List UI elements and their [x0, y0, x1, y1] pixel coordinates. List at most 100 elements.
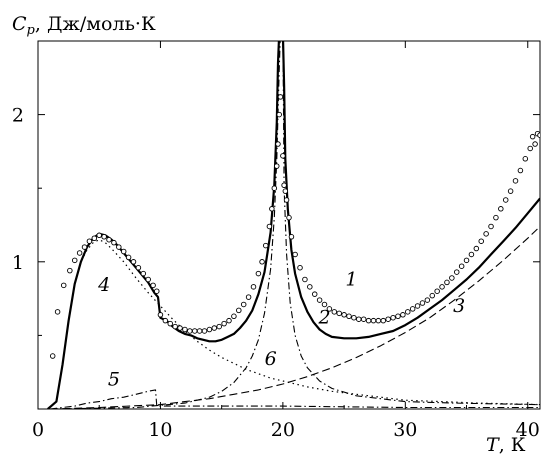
data-point-1 [473, 245, 480, 252]
data-point-1 [385, 316, 391, 322]
curve-3 [50, 226, 540, 409]
data-point-1 [537, 132, 540, 138]
plot-frame [37, 40, 541, 410]
curve-label-6: 6 [265, 348, 277, 370]
data-point-1 [529, 133, 536, 140]
data-point-1 [336, 310, 342, 317]
data-point-1 [255, 270, 262, 277]
data-point-1 [282, 188, 289, 194]
data-point-1 [439, 284, 445, 290]
data-point-1 [316, 297, 323, 303]
x-tick-label: 10 [148, 419, 172, 441]
curve-label-1: 1 [345, 268, 357, 290]
data-point-1 [429, 292, 436, 299]
data-point-1 [71, 257, 78, 264]
data-point-1 [54, 309, 61, 315]
data-point-1 [262, 242, 269, 249]
data-point-1 [125, 254, 132, 261]
data-point-1 [380, 317, 387, 324]
data-point-1 [286, 214, 292, 221]
data-point-1 [259, 259, 265, 265]
data-point-1 [483, 231, 489, 237]
data-point-1 [507, 188, 514, 194]
x-tick-label: 30 [393, 419, 417, 441]
y-axis-units: , Дж/моль·К [35, 13, 156, 35]
data-point-1 [135, 264, 142, 271]
data-point-1 [390, 314, 396, 321]
data-point-1 [498, 206, 504, 212]
data-point-1 [365, 317, 372, 324]
curve-label-4: 4 [97, 274, 110, 296]
data-point-1 [449, 275, 455, 281]
curve-label-3: 3 [453, 295, 465, 317]
x-axis-symbol: T [486, 434, 500, 456]
data-point-1 [458, 263, 465, 269]
data-point-1 [130, 259, 137, 265]
data-point-1 [277, 94, 284, 100]
data-point-1 [281, 182, 287, 189]
data-points [49, 94, 540, 359]
data-point-1 [120, 248, 127, 255]
curve-label-2: 2 [317, 307, 330, 329]
data-point-1 [522, 156, 529, 162]
y-axis-symbol: C [12, 13, 27, 35]
data-point-1 [271, 185, 278, 191]
data-point-1 [488, 223, 494, 230]
data-point-1 [532, 141, 538, 147]
data-point-1 [517, 167, 524, 174]
data-point-1 [274, 163, 280, 169]
data-point-1 [326, 306, 333, 312]
data-point-1 [49, 353, 56, 359]
x-tick-label: 20 [271, 419, 295, 441]
data-point-1 [283, 197, 290, 203]
data-point-1 [400, 312, 406, 318]
plot-area-border [37, 40, 541, 410]
data-point-1 [231, 313, 237, 320]
data-point-1 [140, 270, 147, 277]
data-point-1 [276, 111, 282, 118]
data-point-1 [527, 145, 533, 152]
data-point-1 [182, 326, 188, 333]
y-axis-subscript: p [27, 23, 36, 38]
curve-5 [50, 389, 540, 409]
data-point-1 [157, 312, 164, 318]
data-point-1 [245, 294, 252, 300]
data-point-1 [292, 251, 298, 258]
data-point-1 [478, 238, 484, 244]
data-point-1 [167, 320, 173, 327]
data-point-1 [405, 309, 411, 315]
data-point-1 [266, 223, 273, 230]
data-point-1 [297, 264, 303, 271]
curve-label-5: 5 [108, 368, 120, 390]
data-point-1 [96, 232, 102, 239]
x-axis-title: T, К [486, 434, 526, 456]
curve-6 [50, 41, 540, 409]
data-point-1 [162, 317, 169, 324]
data-point-1 [493, 214, 499, 221]
data-point-1 [67, 267, 73, 274]
x-tick-label: 40 [516, 419, 540, 441]
data-point-1 [221, 320, 227, 327]
curve-labels: 12 3 4 5 6 [97, 268, 465, 390]
y-tick-label: 2 [12, 105, 24, 127]
data-point-1 [468, 251, 475, 258]
data-point-1 [187, 328, 193, 334]
data-point-1 [206, 326, 213, 333]
data-point-1 [453, 269, 460, 275]
data-point-1 [86, 238, 93, 244]
data-point-1 [512, 178, 519, 184]
data-point-1 [321, 301, 328, 308]
x-axis-units: , К [499, 434, 526, 456]
data-point-1 [154, 288, 160, 294]
curve-2 [47, 41, 540, 409]
data-point-1 [240, 301, 247, 308]
x-tick-label: 0 [32, 419, 44, 441]
data-point-1 [375, 317, 382, 324]
data-point-1 [150, 282, 156, 289]
data-point-1 [307, 284, 313, 290]
series-layer [47, 41, 540, 409]
data-point-1 [409, 306, 416, 312]
data-point-1 [275, 141, 281, 147]
